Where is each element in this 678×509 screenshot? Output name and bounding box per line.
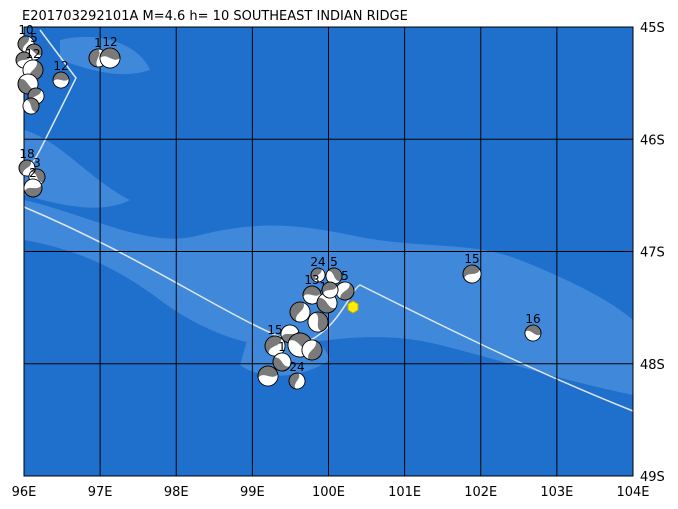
ball-dilatation	[258, 374, 278, 386]
depth-label: 1	[278, 340, 286, 354]
lat-label: 47S	[640, 246, 665, 261]
lon-label: 97E	[88, 485, 113, 500]
beachball	[288, 372, 306, 390]
axis-labels: 96E 97E 98E 99E 100E 101E 102E 103E 104E 45S 46S 47…	[12, 21, 665, 500]
lon-label: 103E	[540, 485, 573, 500]
beachball	[310, 267, 326, 283]
depth-label: 12	[25, 47, 40, 61]
ball-dilatation	[323, 286, 338, 298]
depth-label: 18	[19, 147, 34, 161]
ball-dilatation	[336, 282, 350, 299]
beachball	[52, 71, 70, 89]
ball-outline	[22, 97, 40, 115]
ball-dilatation	[23, 99, 37, 114]
ball-dilatation	[314, 268, 325, 282]
beachball	[22, 97, 40, 115]
beachball	[307, 311, 329, 333]
map-title: E201703292101A M=4.6 h= 10 SOUTHEAST IND…	[22, 9, 408, 24]
lat-label: 45S	[640, 21, 665, 36]
epicenter	[347, 300, 359, 314]
ball-dilatation	[525, 330, 541, 341]
lon-label: 98E	[164, 485, 189, 500]
beachball	[302, 285, 322, 305]
ball-outline	[257, 365, 279, 387]
ball-dilatation	[281, 325, 299, 338]
focal-mechanisms: 1051212112183215162455131115124	[15, 23, 542, 390]
beachball	[301, 339, 323, 361]
ball-outline	[462, 264, 482, 284]
ball-dilatation	[19, 74, 38, 90]
depth-label: 15	[267, 323, 282, 337]
beachball	[23, 178, 43, 198]
beachball	[335, 281, 355, 301]
depth-label: 12	[102, 35, 117, 49]
lon-label: 99E	[240, 485, 265, 500]
depth-label: 15	[464, 252, 479, 266]
depth-label: 5	[341, 269, 349, 283]
ball-outline	[524, 324, 542, 342]
ball-dilatation	[303, 293, 321, 304]
ball-dilatation	[100, 56, 120, 68]
lon-label: 100E	[312, 485, 345, 500]
lat-label: 48S	[640, 358, 665, 373]
ball-dilatation	[296, 302, 310, 322]
ball-dilatation	[326, 270, 341, 284]
beachball	[462, 264, 482, 284]
ball-outline	[264, 335, 286, 357]
lat-label: 49S	[640, 470, 665, 485]
depth-label: 1	[94, 36, 102, 50]
beachball	[99, 47, 121, 69]
depth-label: 5	[330, 255, 338, 269]
ball-outline	[289, 301, 311, 323]
ball-dilatation	[274, 353, 291, 367]
ball-outline	[321, 281, 339, 299]
lon-label: 101E	[388, 485, 421, 500]
depth-label: 24	[289, 360, 304, 374]
lon-label: 96E	[12, 485, 37, 500]
ball-dilatation	[53, 78, 69, 88]
ball-dilatation	[294, 373, 305, 389]
lat-label: 46S	[640, 133, 665, 148]
beachball	[272, 352, 292, 372]
beachball	[264, 335, 286, 357]
ball-dilatation	[464, 269, 481, 283]
depth-label: 16	[525, 312, 540, 326]
map-frame	[23, 26, 634, 477]
depth-label: 24	[310, 255, 325, 269]
depth-label: 10	[18, 23, 33, 37]
ball-dilatation	[268, 338, 285, 356]
depth-label: 5	[30, 31, 38, 45]
graticule	[24, 27, 633, 476]
ball-outline	[99, 47, 121, 69]
ball-outline	[302, 285, 322, 305]
depth-label: 2	[29, 166, 37, 180]
depth-label: 12	[53, 59, 68, 73]
ball-outline	[272, 352, 292, 372]
lon-label: 104E	[616, 485, 649, 500]
beachball	[289, 301, 311, 323]
ball-outline	[52, 71, 70, 89]
beachball	[524, 324, 542, 342]
ball-dilatation	[302, 340, 316, 360]
beachball	[321, 281, 339, 299]
ball-outline	[288, 372, 306, 390]
ball-outline	[307, 311, 329, 333]
depth-label: 13	[304, 273, 319, 287]
ball-dilatation	[24, 179, 42, 192]
lon-label: 102E	[464, 485, 497, 500]
beachball	[257, 365, 279, 387]
ball-dilatation	[308, 312, 322, 332]
depth-label: 3	[33, 156, 41, 170]
ball-outline	[23, 178, 43, 198]
ball-outline	[301, 339, 323, 361]
ball-outline	[310, 267, 326, 283]
